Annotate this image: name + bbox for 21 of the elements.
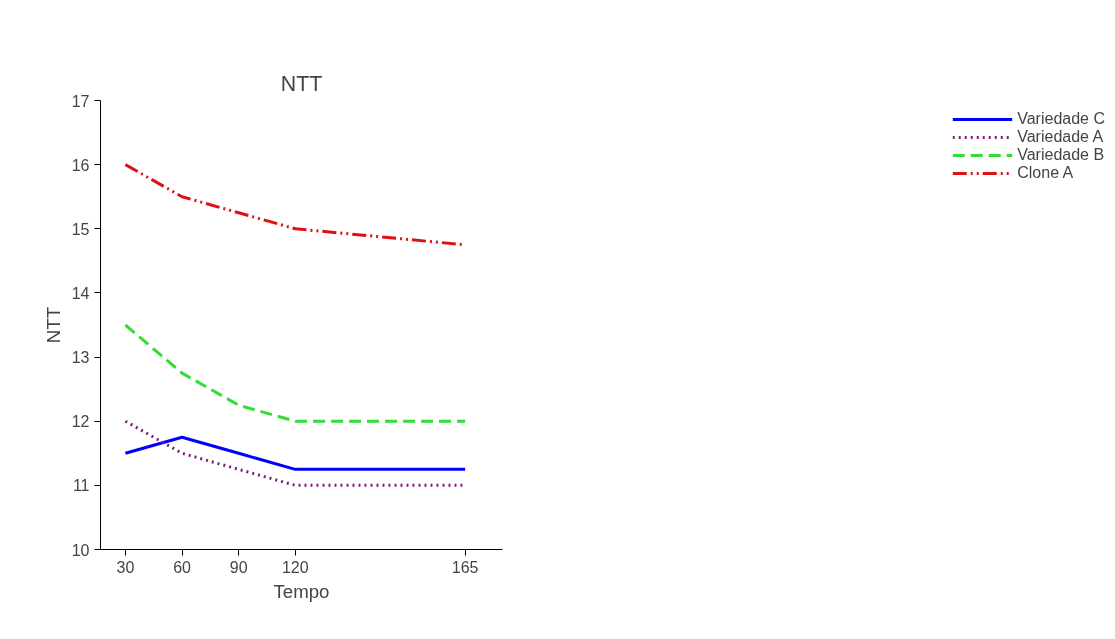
x-tick-label: 165 bbox=[451, 558, 479, 576]
legend-label: Clone A bbox=[1017, 164, 1074, 182]
x-tick-label: 30 bbox=[116, 558, 135, 576]
y-tick-label: 12 bbox=[71, 413, 90, 431]
y-tick-label: 15 bbox=[71, 220, 90, 238]
line-series bbox=[123, 323, 467, 423]
legend-label: Variedade B bbox=[1017, 146, 1105, 164]
y-tick-label: 11 bbox=[72, 477, 90, 495]
y-tick-label: 17 bbox=[71, 92, 90, 110]
y-tick-label: 14 bbox=[71, 284, 90, 302]
x-tick-label: 120 bbox=[281, 558, 309, 576]
x-tick-label: 60 bbox=[173, 558, 192, 576]
y-tick-label: 13 bbox=[71, 349, 90, 367]
legend-label: Variedade A bbox=[1017, 128, 1104, 146]
y-tick-label: 10 bbox=[71, 541, 90, 559]
y-tick-label: 16 bbox=[71, 156, 90, 174]
legend-label: Variedade C bbox=[1017, 110, 1105, 128]
y-axis-title: NTT bbox=[42, 306, 64, 344]
x-tick-label: 90 bbox=[229, 558, 248, 576]
chart-title: NTT bbox=[280, 71, 323, 96]
x-axis-title: Tempo bbox=[273, 580, 330, 602]
